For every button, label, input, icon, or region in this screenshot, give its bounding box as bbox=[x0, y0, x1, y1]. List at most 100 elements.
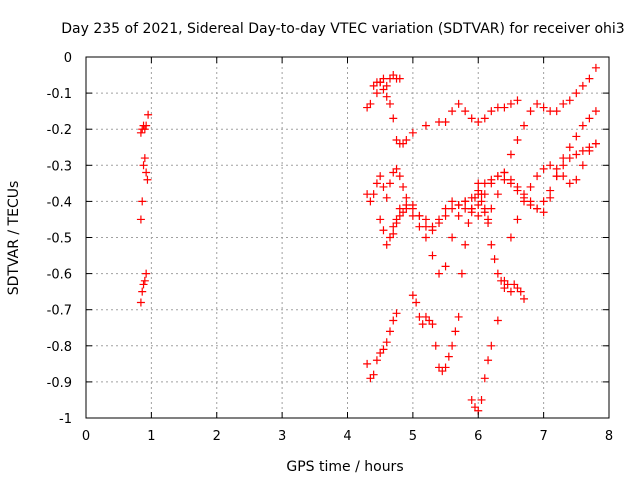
data-point bbox=[392, 136, 401, 145]
data-point bbox=[379, 85, 388, 94]
data-point bbox=[372, 179, 381, 188]
data-point bbox=[464, 219, 473, 228]
data-point bbox=[412, 298, 421, 307]
data-point bbox=[546, 193, 555, 202]
data-point bbox=[438, 367, 447, 376]
data-point bbox=[366, 197, 375, 206]
data-point bbox=[546, 186, 555, 195]
data-points bbox=[136, 63, 600, 415]
data-point bbox=[138, 287, 147, 296]
data-point bbox=[510, 280, 519, 289]
data-point bbox=[140, 125, 149, 134]
data-point bbox=[513, 284, 522, 293]
data-point bbox=[500, 168, 509, 177]
data-point bbox=[140, 276, 149, 285]
data-point bbox=[539, 208, 548, 217]
data-point bbox=[565, 96, 574, 105]
data-point bbox=[552, 164, 561, 173]
data-point bbox=[428, 222, 437, 231]
data-point bbox=[441, 262, 450, 271]
data-point bbox=[474, 117, 483, 126]
data-point bbox=[578, 121, 587, 130]
data-point bbox=[487, 107, 496, 116]
data-point bbox=[415, 211, 424, 220]
data-point bbox=[385, 327, 394, 336]
series-arc-early-low bbox=[136, 269, 151, 307]
y-tick-label: -0.3 bbox=[47, 159, 72, 174]
data-point bbox=[467, 204, 476, 213]
data-point bbox=[395, 74, 404, 83]
data-point bbox=[441, 117, 450, 126]
data-point bbox=[520, 190, 529, 199]
x-tick-label: 2 bbox=[213, 429, 221, 444]
data-point bbox=[565, 179, 574, 188]
data-point bbox=[539, 103, 548, 112]
data-point bbox=[448, 197, 457, 206]
y-tick-label: -0.5 bbox=[47, 232, 72, 247]
x-tick-label: 1 bbox=[147, 429, 155, 444]
series-arc-early-mid bbox=[136, 154, 152, 224]
data-point bbox=[402, 193, 411, 202]
data-point bbox=[470, 193, 479, 202]
data-point bbox=[546, 161, 555, 170]
data-point bbox=[513, 182, 522, 191]
data-point bbox=[513, 96, 522, 105]
data-point bbox=[480, 204, 489, 213]
data-point bbox=[143, 175, 152, 184]
y-tick-label: -1 bbox=[59, 412, 72, 427]
data-point bbox=[578, 161, 587, 170]
data-point bbox=[369, 81, 378, 90]
series-arc-early-top bbox=[136, 110, 153, 137]
data-point bbox=[513, 136, 522, 145]
data-point bbox=[389, 168, 398, 177]
y-tick-label: -0.9 bbox=[47, 376, 72, 391]
data-point bbox=[461, 197, 470, 206]
data-point bbox=[490, 255, 499, 264]
data-point bbox=[454, 201, 463, 210]
data-point bbox=[421, 121, 430, 130]
data-point bbox=[376, 172, 385, 181]
data-point bbox=[372, 89, 381, 98]
y-tick-label: -0.1 bbox=[47, 87, 72, 102]
data-point bbox=[487, 341, 496, 350]
data-point bbox=[444, 352, 453, 361]
data-point bbox=[520, 197, 529, 206]
data-point bbox=[363, 103, 372, 112]
data-point bbox=[136, 128, 145, 137]
data-point bbox=[395, 172, 404, 181]
x-tick-label: 4 bbox=[343, 429, 351, 444]
data-point bbox=[379, 226, 388, 235]
data-point bbox=[376, 215, 385, 224]
axis-ticks: 0 1 2 3 4 5 6 7 8 0 -0.1 -0.2 -0.3 -0.4 -0.5 -0.6 -0.7 -0… bbox=[47, 51, 614, 444]
data-point bbox=[493, 269, 502, 278]
x-tick-label: 0 bbox=[82, 429, 90, 444]
y-tick-label: -0.8 bbox=[47, 340, 72, 355]
data-point bbox=[389, 222, 398, 231]
data-point bbox=[493, 316, 502, 325]
data-point bbox=[591, 107, 600, 116]
data-point bbox=[389, 114, 398, 123]
data-point bbox=[559, 154, 568, 163]
data-point bbox=[138, 197, 147, 206]
data-point bbox=[533, 204, 542, 213]
data-point bbox=[506, 175, 515, 184]
data-point bbox=[382, 193, 391, 202]
data-point bbox=[366, 374, 375, 383]
data-point bbox=[493, 190, 502, 199]
data-point bbox=[454, 99, 463, 108]
data-point bbox=[457, 269, 466, 278]
data-point bbox=[142, 168, 151, 177]
data-point bbox=[533, 99, 542, 108]
data-point bbox=[385, 233, 394, 242]
data-point bbox=[467, 395, 476, 404]
data-point bbox=[559, 172, 568, 181]
data-point bbox=[454, 312, 463, 321]
x-tick-label: 6 bbox=[474, 429, 482, 444]
data-point bbox=[379, 74, 388, 83]
data-point bbox=[144, 110, 153, 119]
data-point bbox=[484, 356, 493, 365]
data-point bbox=[520, 121, 529, 130]
data-point bbox=[428, 320, 437, 329]
data-point bbox=[506, 233, 515, 242]
